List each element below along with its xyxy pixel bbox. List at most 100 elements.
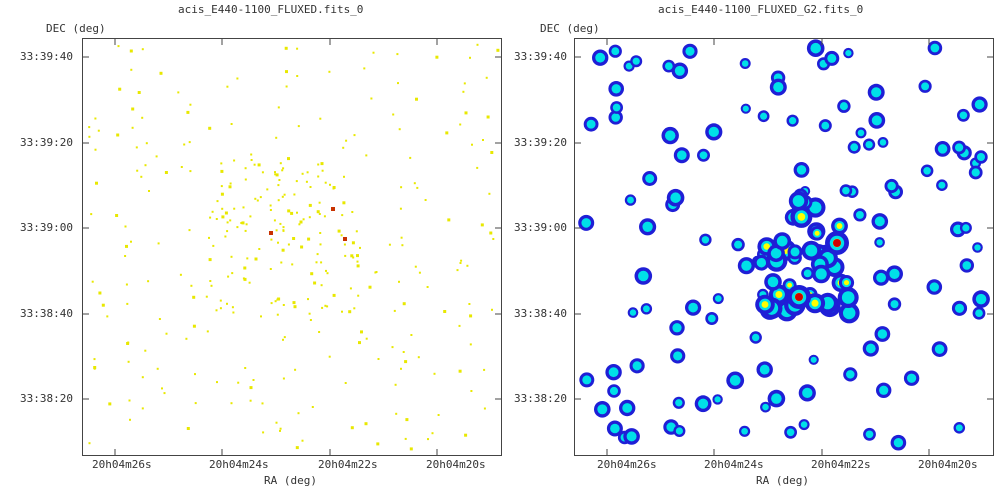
raw-pixel (246, 257, 249, 260)
raw-pixel (433, 372, 436, 375)
raw-pixel (284, 46, 288, 50)
smoothed-source-core (877, 329, 888, 339)
smoothed-source-core (626, 431, 637, 442)
raw-pixel (90, 213, 93, 216)
smoothed-source-core (672, 323, 682, 333)
raw-pixel (319, 117, 322, 120)
smoothed-source-core (929, 282, 939, 292)
raw-bright-pixel (269, 231, 273, 235)
raw-pixel (356, 264, 360, 268)
raw-pixel (301, 172, 304, 175)
raw-pixel (296, 75, 299, 77)
raw-pixel (464, 111, 468, 115)
raw-pixel (296, 211, 298, 214)
smoothed-source-core (688, 302, 698, 313)
left-plot-area[interactable] (82, 38, 502, 456)
raw-pixel (91, 280, 94, 283)
raw-pixel (258, 248, 261, 250)
raw-pixel (307, 237, 311, 241)
raw-pixel (186, 427, 190, 430)
raw-pixel (131, 107, 135, 111)
raw-pixel (282, 226, 285, 229)
smoothed-source-core (767, 276, 779, 288)
left-ytick-4: 33:38:20 (20, 392, 73, 405)
smoothed-source-core (876, 239, 883, 246)
smoothed-source-core (930, 43, 940, 53)
raw-pixel (355, 230, 358, 233)
smoothed-source-core (664, 62, 673, 70)
raw-pixel (469, 314, 473, 318)
smoothed-source-core (962, 261, 972, 270)
raw-pixel (318, 213, 321, 215)
raw-pixel (458, 324, 461, 327)
raw-pixel (317, 175, 320, 178)
smoothed-source-core (773, 82, 784, 93)
left-panel-title: acis_E440-1100_FLUXED.fits_0 (178, 3, 364, 16)
smoothed-source-core (786, 428, 795, 437)
raw-pixel (282, 304, 285, 306)
raw-pixel (388, 243, 391, 246)
smoothed-source-core (800, 421, 808, 428)
left-ytick-3: 33:38:40 (20, 307, 73, 320)
raw-pixel (364, 422, 368, 426)
raw-pixel (245, 223, 248, 226)
smoothed-source-core (962, 224, 970, 232)
smoothed-source-core (842, 186, 850, 195)
raw-pixel (342, 201, 346, 205)
raw-pixel (189, 170, 192, 173)
raw-pixel (424, 199, 427, 201)
raw-pixel (400, 186, 403, 189)
right-plot-area[interactable] (574, 38, 994, 456)
raw-pixel (283, 336, 286, 339)
raw-pixel (283, 193, 286, 196)
raw-pixel (189, 103, 192, 106)
raw-pixel (325, 269, 327, 272)
raw-pixel (396, 53, 399, 56)
smoothed-source-hot (787, 282, 793, 288)
raw-pixel (281, 169, 284, 172)
raw-pixel (242, 206, 245, 209)
raw-pixel (241, 221, 245, 225)
raw-pixel (275, 136, 278, 139)
raw-pixel (296, 47, 299, 50)
raw-pixel (344, 254, 347, 257)
raw-pixel (179, 273, 182, 276)
smoothed-source-core (701, 236, 710, 244)
raw-pixel (159, 71, 163, 75)
smoothed-source-core (734, 240, 743, 249)
raw-pixel (208, 126, 212, 130)
smoothed-source-core (698, 398, 709, 409)
raw-pixel (141, 407, 144, 410)
raw-pixel (117, 45, 120, 48)
smoothed-source-core (879, 385, 889, 395)
smoothed-source-core (611, 47, 620, 56)
raw-pixel (318, 201, 321, 204)
raw-pixel (186, 110, 190, 114)
raw-pixel (220, 162, 223, 165)
right-smoothed-image (575, 39, 993, 455)
raw-pixel (126, 302, 129, 305)
raw-pixel (275, 173, 279, 177)
smoothed-source-core (790, 247, 800, 257)
raw-pixel (249, 386, 253, 390)
raw-pixel (243, 277, 247, 281)
smoothed-source-hot (775, 291, 783, 298)
raw-pixel (398, 128, 401, 131)
smoothed-source-core (609, 386, 619, 396)
raw-pixel (215, 309, 218, 312)
raw-pixel (328, 70, 331, 73)
smoothed-source-core (810, 356, 817, 363)
raw-pixel (298, 223, 301, 226)
smoothed-source-core (923, 167, 931, 175)
raw-pixel (400, 236, 403, 239)
smoothed-source-hot (843, 279, 850, 286)
raw-pixel (140, 175, 143, 178)
raw-pixel (95, 181, 98, 185)
raw-pixel (365, 154, 368, 157)
raw-pixel (488, 192, 491, 195)
raw-pixel (357, 294, 360, 297)
raw-pixel (293, 193, 296, 196)
raw-pixel (141, 116, 144, 119)
right-xtick-0: 20h04m26s (597, 458, 657, 471)
raw-pixel (328, 355, 331, 358)
